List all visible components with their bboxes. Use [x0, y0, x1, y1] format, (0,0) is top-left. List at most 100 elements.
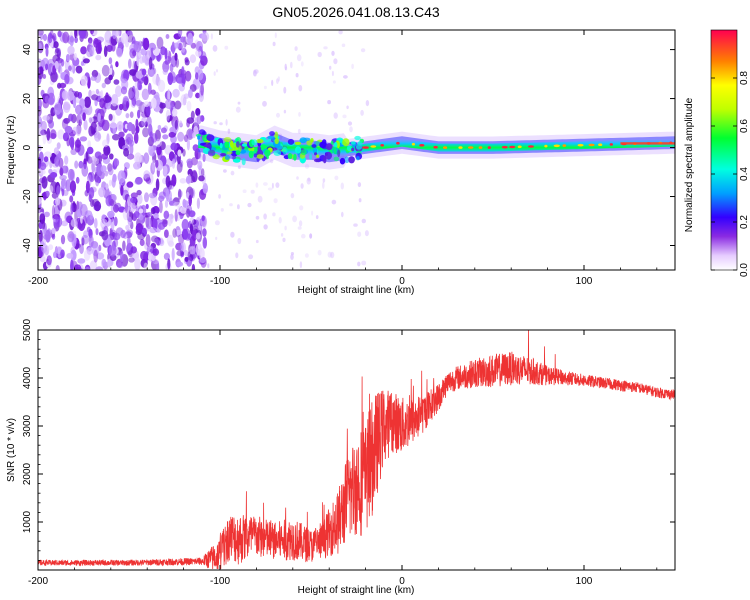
noise-blob	[93, 249, 98, 263]
signal-blob	[212, 154, 220, 160]
signal-hot-spot	[370, 145, 377, 148]
noise-blob	[196, 114, 202, 125]
noise-blob	[139, 56, 144, 64]
noise-blob	[202, 182, 208, 194]
noise-blob	[42, 74, 47, 79]
noise-blob	[61, 165, 69, 174]
faint-scatter-blob	[361, 218, 366, 224]
noise-blob	[143, 262, 148, 270]
noise-blob	[70, 148, 77, 155]
noise-blob	[178, 82, 185, 92]
signal-hot-spot	[509, 145, 516, 149]
noise-blob	[42, 33, 48, 42]
noise-blob	[75, 65, 83, 74]
noise-blob	[135, 100, 143, 106]
noise-blob	[108, 194, 112, 206]
faint-scatter-blob	[263, 85, 267, 90]
noise-blob	[162, 134, 169, 140]
faint-scatter-blob	[299, 261, 303, 269]
noise-blob	[149, 131, 154, 139]
colorbar-tick-label: 0.0	[739, 263, 750, 277]
noise-blob	[162, 60, 170, 73]
signal-hot-spot	[419, 144, 425, 147]
signal-hot-spot	[433, 145, 438, 149]
noise-blob	[53, 251, 57, 259]
faint-scatter-blob	[347, 121, 353, 126]
noise-blob	[183, 93, 190, 99]
faint-scatter-blob	[230, 231, 235, 238]
faint-scatter-blob	[235, 106, 241, 113]
noise-blob	[136, 55, 140, 67]
faint-scatter-blob	[253, 70, 258, 77]
noise-blob	[75, 104, 83, 115]
faint-scatter-blob	[224, 45, 229, 50]
noise-blob	[159, 200, 163, 214]
faint-scatter-blob	[262, 100, 267, 107]
noise-blob	[57, 30, 62, 38]
noise-blob	[103, 145, 111, 156]
noise-blob	[138, 213, 144, 221]
faint-scatter-blob	[315, 215, 319, 220]
noise-blob	[54, 102, 62, 115]
noise-blob	[125, 224, 130, 231]
noise-blob	[91, 155, 96, 161]
signal-hot-spot	[528, 145, 534, 148]
signal-hot-spot	[362, 146, 369, 149]
faint-scatter-blob	[300, 61, 304, 67]
noise-blob	[81, 109, 89, 115]
noise-blob	[186, 100, 192, 112]
noise-blob	[45, 46, 49, 57]
signal-blob	[251, 139, 258, 146]
noise-blob	[156, 36, 164, 50]
noise-blob	[185, 191, 190, 199]
signal-blob	[248, 150, 254, 159]
noise-blob	[119, 250, 124, 263]
noise-blob	[160, 127, 167, 134]
spectrogram-x-tick-label: -100	[210, 276, 230, 287]
faint-scatter-blob	[272, 212, 276, 217]
noise-blob	[78, 30, 87, 39]
signal-blob	[348, 156, 355, 164]
noise-blob	[88, 39, 93, 50]
noise-blob	[72, 57, 80, 67]
faint-scatter-blob	[331, 70, 334, 77]
signal-blob	[226, 151, 233, 155]
noise-blob	[152, 248, 160, 256]
noise-blob	[91, 160, 95, 173]
signal-hot-spot	[553, 144, 560, 148]
faint-scatter-blob	[327, 100, 331, 105]
noise-blob	[106, 44, 113, 53]
noise-blob	[127, 30, 133, 36]
signal-blob	[282, 146, 288, 155]
noise-blob	[142, 127, 150, 138]
signal-blob	[230, 140, 234, 149]
noise-blob	[125, 133, 134, 145]
signal-blob	[232, 158, 241, 163]
faint-scatter-blob	[274, 32, 277, 39]
noise-blob	[168, 50, 172, 64]
signal-blob	[354, 135, 361, 141]
noise-blob	[109, 122, 117, 129]
faint-scatter-blob	[340, 182, 344, 190]
noise-blob	[148, 251, 152, 262]
noise-blob	[177, 131, 185, 142]
faint-scatter-blob	[349, 126, 353, 133]
signal-blob	[235, 150, 241, 156]
noise-blob	[66, 53, 71, 62]
noise-blob	[174, 52, 178, 61]
noise-blob	[167, 258, 171, 270]
faint-scatter-blob	[290, 254, 294, 260]
noise-blob	[101, 259, 107, 267]
faint-scatter-blob	[360, 48, 366, 53]
noise-blob	[109, 229, 118, 240]
faint-scatter-blob	[247, 202, 252, 208]
noise-blob	[173, 201, 181, 208]
noise-blob	[126, 181, 134, 188]
noise-blob	[191, 157, 198, 166]
noise-blob	[81, 164, 89, 177]
signal-blob	[272, 147, 278, 151]
noise-blob	[64, 73, 70, 85]
noise-blob	[189, 217, 195, 225]
noise-blob	[163, 210, 170, 220]
noise-blob	[133, 161, 141, 170]
